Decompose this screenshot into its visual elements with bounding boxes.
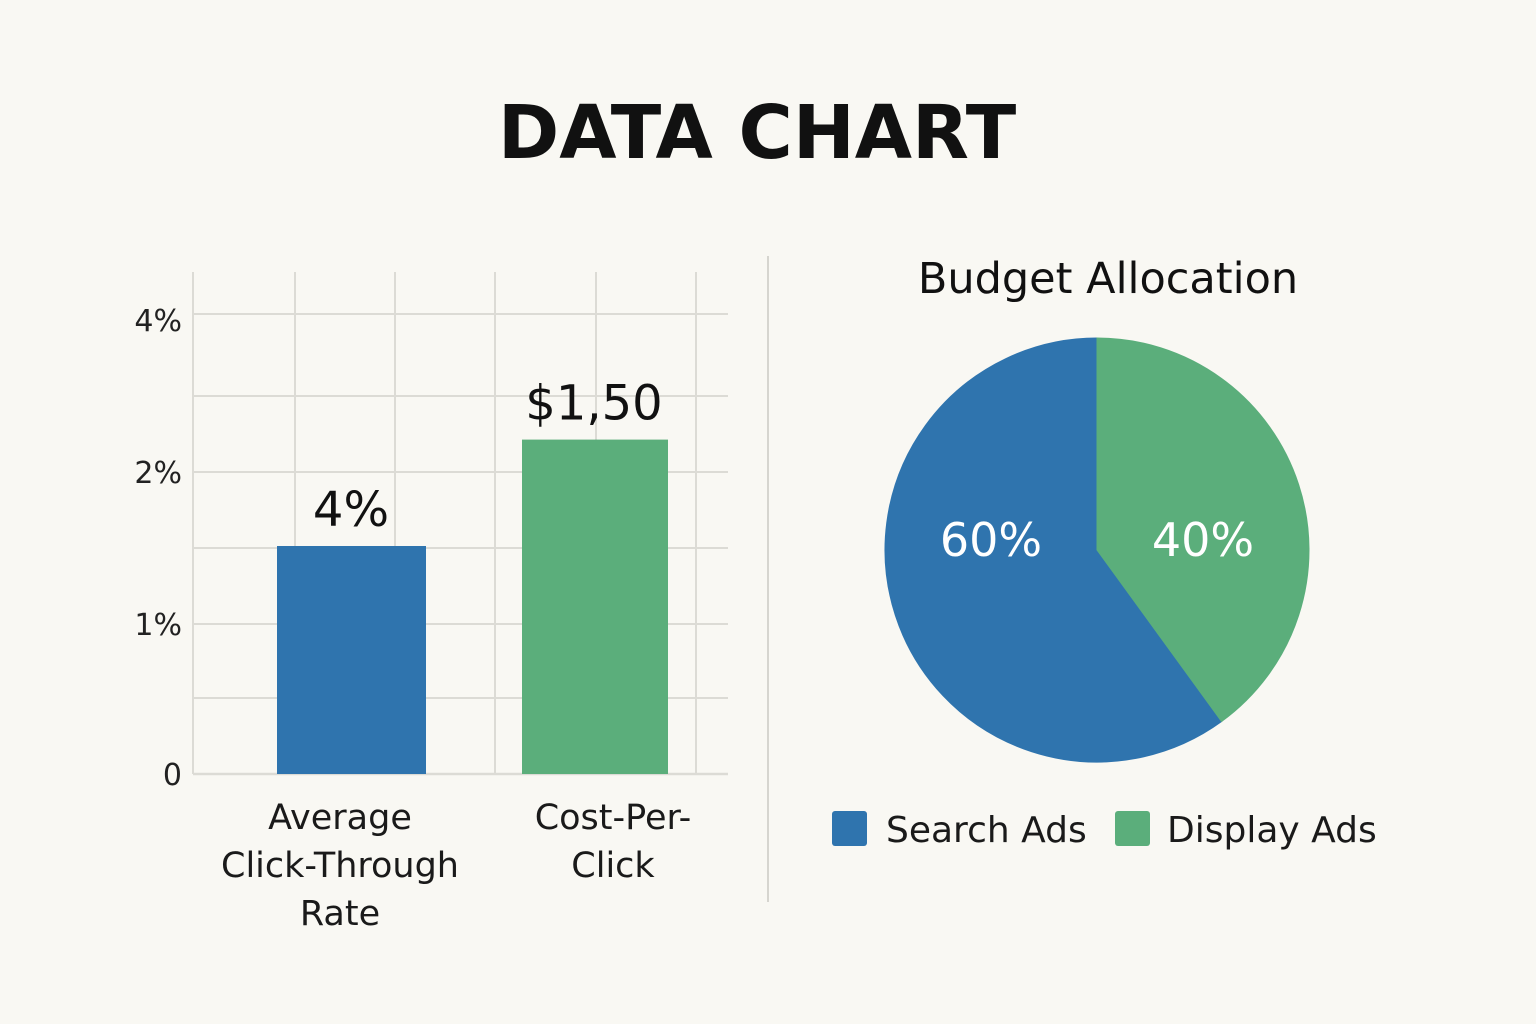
category-labels: Average Click-Through Rate Cost-Per-Click (221, 798, 691, 934)
category-label: Cost-Per-Click (535, 798, 692, 886)
bar (277, 546, 426, 774)
pie-slice (1096, 337, 1310, 723)
bar (522, 439, 668, 774)
pie-slices (884, 337, 1310, 763)
pie-slice-label: 40% (1152, 513, 1254, 567)
y-axis-ticks: 4% 2% 1% 0 (134, 304, 182, 793)
pie-slice-label: 60% (940, 513, 1042, 567)
legend-swatch (832, 811, 867, 846)
category-label: Average Click-Through Rate (221, 798, 459, 934)
y-tick-label: 1% (134, 608, 182, 643)
pie-chart: Budget Allocation 60% 40% Search Ads Displ… (832, 254, 1377, 851)
legend-label: Search Ads (886, 810, 1087, 851)
y-tick-label: 2% (134, 456, 182, 491)
legend-label: Display Ads (1167, 810, 1377, 851)
legend-swatch (1115, 811, 1150, 846)
y-tick-label: 4% (134, 304, 182, 339)
bar-data-label: 4% (313, 482, 389, 538)
main-title: DATA CHART (498, 90, 1017, 176)
pie-slice (884, 337, 1223, 763)
bar-chart: 4% 2% 1% 0 4% $1,50 Average Click-Through Rate… (134, 272, 728, 934)
bar-marks: 4% $1,50 (277, 376, 668, 774)
y-tick-label: 0 (163, 758, 182, 793)
pie-title: Budget Allocation (918, 254, 1298, 304)
pie-slice-labels: 60% 40% (940, 513, 1254, 567)
pie-legend: Search Ads Display Ads (832, 810, 1377, 851)
bar-data-label: $1,50 (525, 376, 662, 432)
